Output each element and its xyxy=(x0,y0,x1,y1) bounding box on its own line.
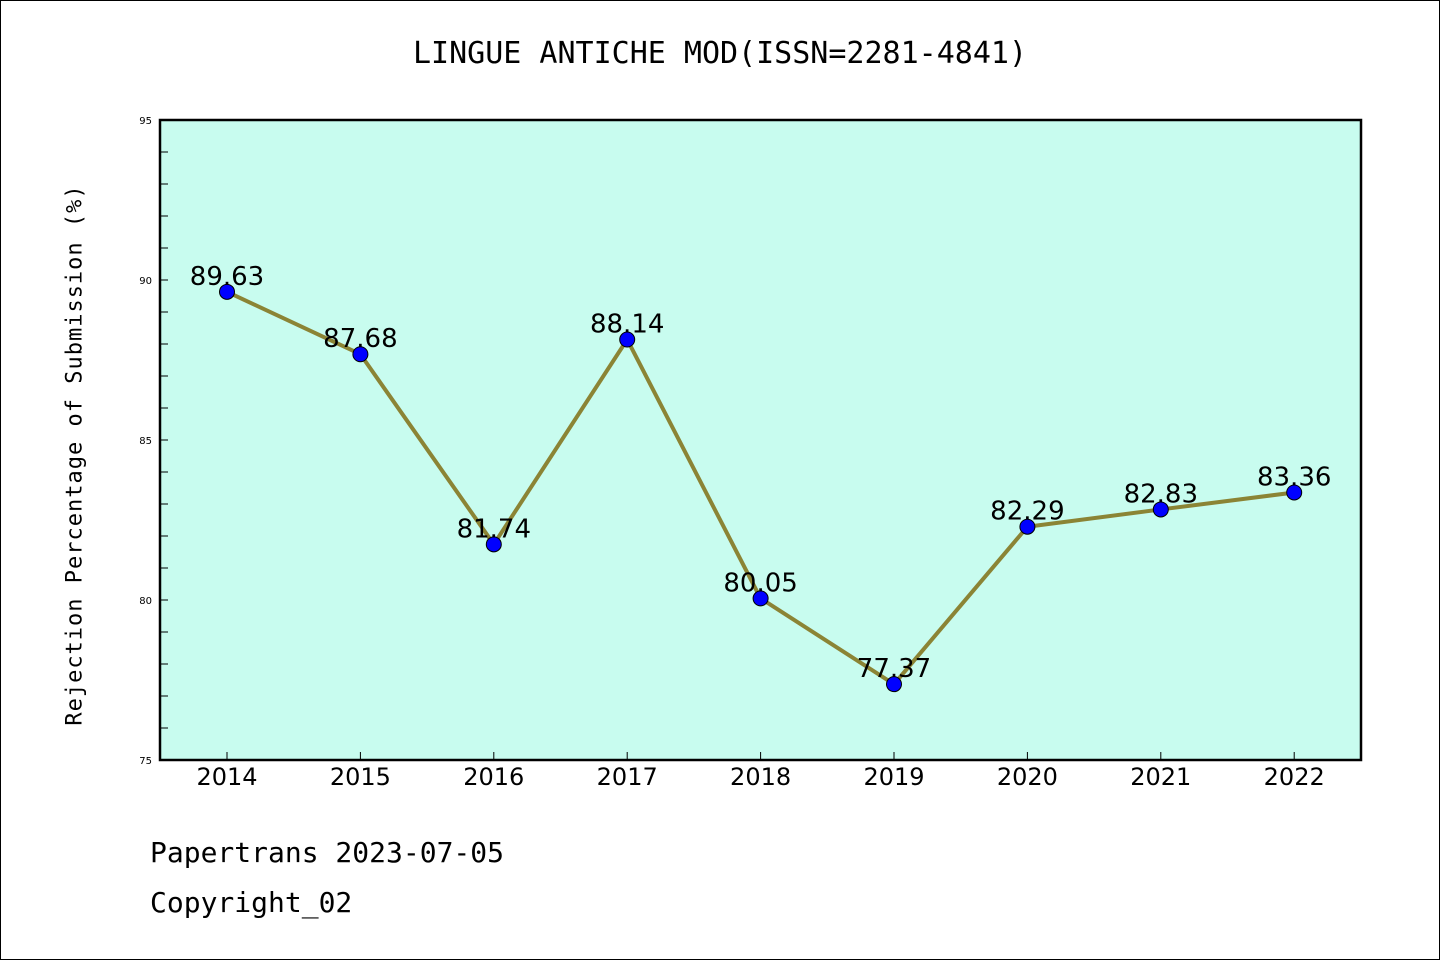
data-label: 83.36 xyxy=(1257,462,1331,492)
data-point xyxy=(219,283,235,300)
data-label: 82.29 xyxy=(990,497,1064,527)
x-tick-label: 2022 xyxy=(1264,763,1325,791)
plot-border xyxy=(158,118,1363,762)
x-tick-label: 2019 xyxy=(863,763,924,791)
x-tick-label: 2018 xyxy=(730,763,791,791)
data-label: 77.37 xyxy=(857,654,931,684)
y-tick-label: 75 xyxy=(139,756,152,767)
y-tick-label: 85 xyxy=(139,436,152,447)
data-point xyxy=(619,331,636,348)
plot-background xyxy=(160,120,1361,760)
data-label: 82.83 xyxy=(1124,479,1198,509)
y-tick-label: 95 xyxy=(139,116,152,127)
data-point xyxy=(1152,501,1169,518)
x-tick-label: 2017 xyxy=(597,763,658,791)
data-label: 89.63 xyxy=(190,262,264,292)
x-tick-label: 2014 xyxy=(196,763,257,791)
data-point xyxy=(752,590,769,607)
data-label: 87.68 xyxy=(323,324,397,354)
data-label: 88.14 xyxy=(590,310,664,340)
y-tick-label: 80 xyxy=(139,596,152,607)
chart-title: LINGUE ANTICHE MOD(ISSN=2281-4841) xyxy=(412,36,1028,71)
data-label: 80.05 xyxy=(723,568,797,598)
data-point xyxy=(352,346,369,363)
y-tick-label: 90 xyxy=(139,276,152,287)
footer-copyright: Copyright_02 xyxy=(150,886,353,919)
data-point xyxy=(485,536,502,553)
x-tick-label: 2020 xyxy=(997,763,1058,791)
x-tick-label: 2016 xyxy=(463,763,524,791)
footer-source: Papertrans 2023-07-05 xyxy=(150,836,505,869)
x-tick-label: 2021 xyxy=(1130,763,1191,791)
data-point xyxy=(1286,484,1303,501)
x-tick-label: 2015 xyxy=(330,763,391,791)
data-point xyxy=(1019,518,1036,535)
data-label: 81.74 xyxy=(457,514,531,544)
data-point xyxy=(886,676,902,693)
